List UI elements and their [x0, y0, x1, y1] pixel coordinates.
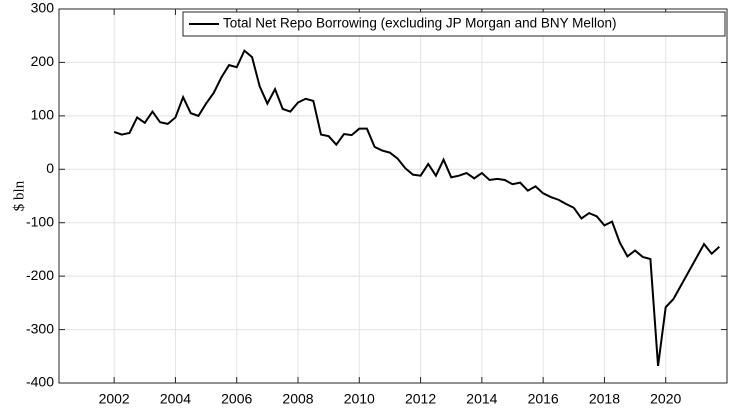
- x-tick-label: 2012: [405, 391, 436, 407]
- plot-frame: [58, 8, 728, 384]
- y-tick-label: 200: [31, 53, 55, 69]
- y-tick-label: 100: [31, 107, 55, 123]
- x-tick-label: 2010: [344, 391, 375, 407]
- x-tick-label: 2004: [160, 391, 191, 407]
- y-axis-label: $ bln: [11, 180, 27, 211]
- y-tick-label: -400: [26, 374, 54, 390]
- x-tick-label: 2018: [589, 391, 620, 407]
- data-line: [113, 49, 721, 367]
- y-tick-label: -300: [26, 320, 54, 336]
- y-tick-label: 0: [46, 160, 54, 176]
- y-tick-label: 300: [31, 0, 55, 16]
- x-tick-label: 2016: [528, 391, 559, 407]
- x-tick-label: 2008: [282, 391, 313, 407]
- legend-box: [182, 11, 726, 37]
- legend-label: Total Net Repo Borrowing (excluding JP M…: [223, 16, 616, 31]
- x-tick-label: 2006: [221, 391, 252, 407]
- x-tick-label: 2002: [99, 391, 130, 407]
- x-tick-label: 2020: [650, 391, 681, 407]
- y-tick-label: -200: [26, 267, 54, 283]
- y-tick-label: -100: [26, 213, 54, 229]
- x-tick-label: 2014: [466, 391, 497, 407]
